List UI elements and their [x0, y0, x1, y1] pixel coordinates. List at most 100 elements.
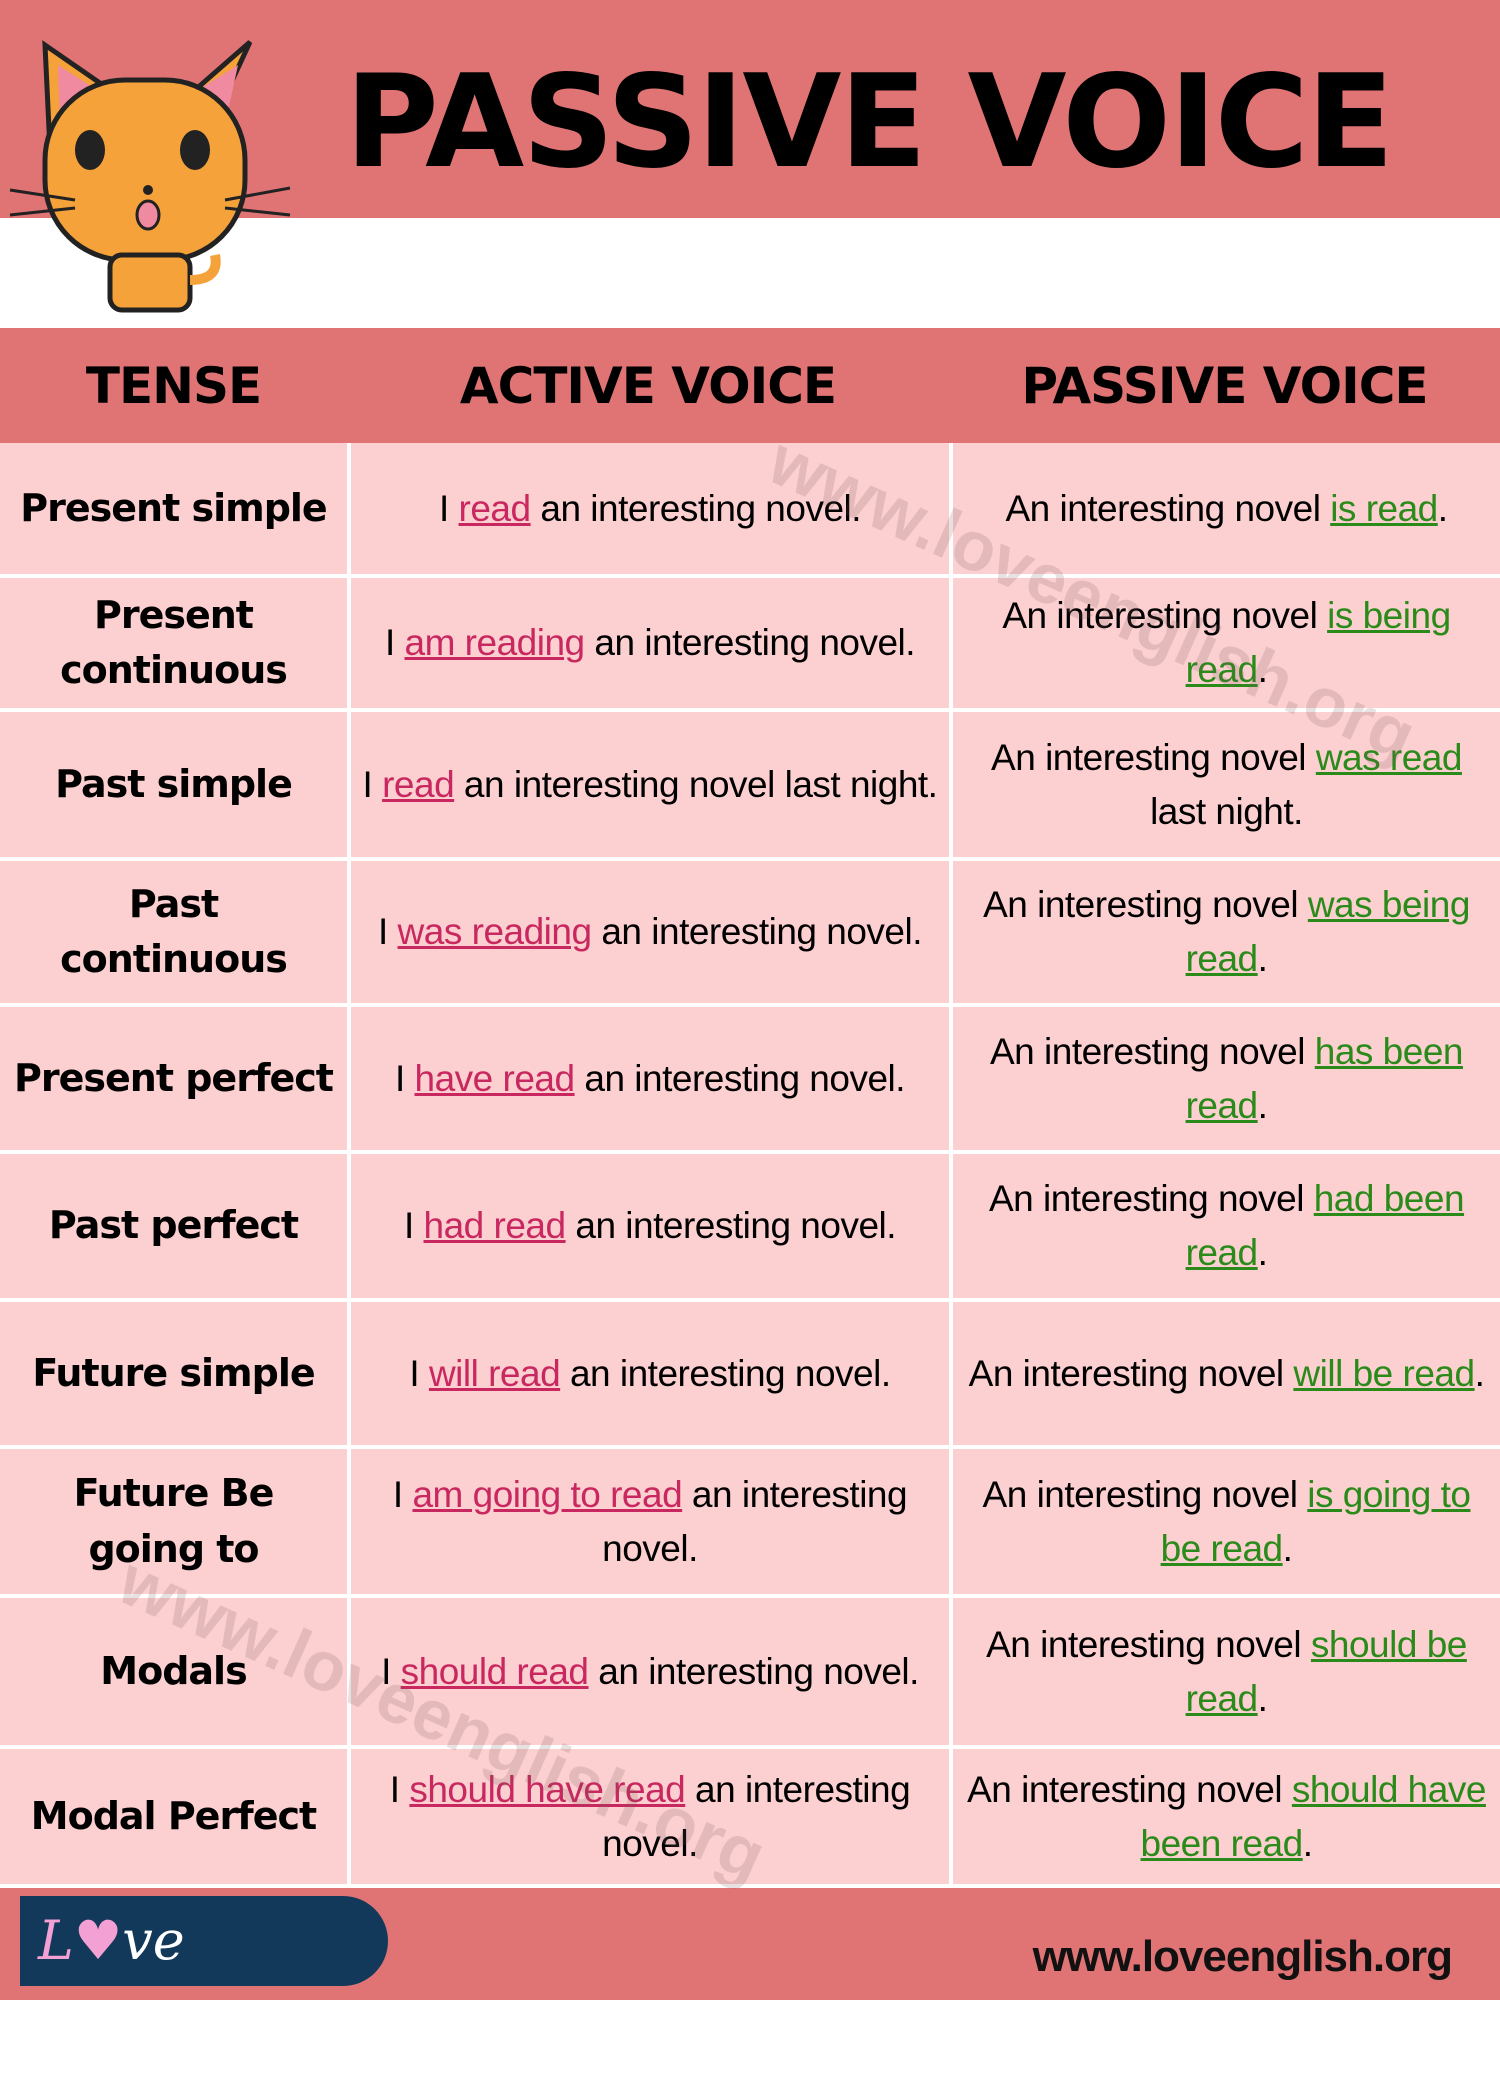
passive-text: An interesting novel: [968, 1352, 1294, 1394]
active-cell: I read an interesting novel last night.: [347, 712, 949, 857]
table-row: Past perfect I had read an interesting no…: [0, 1150, 1500, 1298]
active-text: an interesting novel.: [530, 487, 862, 529]
passive-cell: An interesting novel should have been re…: [949, 1749, 1500, 1884]
passive-text: .: [1257, 649, 1268, 690]
passive-text: .: [1257, 938, 1268, 979]
tense-table: Present simple I read an interesting nove…: [0, 443, 1500, 1884]
active-cell: I am going to read an interesting novel.: [347, 1449, 949, 1594]
tense-cell: Past simple: [0, 712, 347, 857]
active-sentence: I will read an interesting novel.: [409, 1347, 891, 1401]
tense-cell: Present simple: [0, 443, 347, 574]
active-text: I: [403, 1205, 424, 1247]
table-row: Future simple I will read an interesting …: [0, 1298, 1500, 1445]
active-verb-highlight: am reading: [404, 622, 586, 664]
passive-text: An interesting novel: [982, 1473, 1308, 1515]
active-sentence: I read an interesting novel last night.: [363, 758, 938, 812]
cat-mascot-icon: [9, 40, 291, 313]
active-cell: I should read an interesting novel.: [347, 1598, 949, 1745]
tense-cell: Modal Perfect: [0, 1749, 347, 1884]
header-tense: TENSE: [85, 356, 262, 415]
passive-text: An interesting novel: [989, 1030, 1315, 1072]
table-row: Present continuous I am reading an intere…: [0, 574, 1500, 708]
active-sentence: I was reading an interesting novel.: [377, 905, 923, 959]
passive-text: .: [1257, 1084, 1268, 1126]
active-sentence: I have read an interesting novel.: [394, 1052, 906, 1106]
passive-cell: An interesting novel is read.: [949, 443, 1500, 574]
active-text: I: [409, 1352, 429, 1394]
passive-sentence: An interesting novel had been read.: [963, 1172, 1490, 1279]
passive-text: .: [1257, 1232, 1268, 1273]
header-passive: PASSIVE VOICE: [1021, 356, 1428, 415]
passive-text: An interesting novel: [983, 884, 1308, 926]
passive-cell: An interesting novel was read last night…: [949, 712, 1500, 857]
passive-text: An interesting novel: [986, 1623, 1311, 1665]
active-cell: I have read an interesting novel.: [347, 1007, 949, 1150]
passive-sentence: An interesting novel is being read.: [963, 589, 1490, 696]
active-verb-highlight: have read: [414, 1057, 576, 1099]
active-text: I: [377, 911, 398, 953]
passive-verb-highlight: will be read: [1293, 1352, 1475, 1394]
active-text: I: [392, 1473, 413, 1515]
active-cell: I am reading an interesting novel.: [347, 578, 949, 708]
active-verb-highlight: read: [382, 763, 455, 805]
active-verb-highlight: was reading: [397, 911, 593, 953]
tense-cell: Future Be going to: [0, 1449, 347, 1594]
header-active: ACTIVE VOICE: [459, 356, 837, 415]
passive-sentence: An interesting novel was read last night…: [963, 731, 1490, 838]
active-verb-highlight: should read: [400, 1650, 589, 1692]
active-text: an interesting novel.: [602, 1768, 911, 1864]
tense-cell: Future simple: [0, 1302, 347, 1445]
tense-cell: Past perfect: [0, 1154, 347, 1298]
active-text: I: [438, 487, 459, 529]
passive-verb-highlight: is being read: [1185, 595, 1452, 690]
passive-sentence: An interesting novel was being read.: [963, 878, 1490, 985]
active-verb-highlight: had read: [423, 1205, 567, 1247]
active-text: an interesting novel.: [591, 911, 922, 953]
passive-verb-highlight: was being read: [1185, 884, 1471, 979]
passive-text: last night.: [1150, 790, 1303, 832]
active-cell: I should have read an interesting novel.: [347, 1749, 949, 1884]
passive-sentence: An interesting novel will be read.: [969, 1347, 1485, 1401]
passive-text: An interesting novel: [988, 1178, 1314, 1220]
tense-cell: Modals: [0, 1598, 347, 1745]
footer-url: www.loveenglish.org: [1032, 1932, 1453, 1981]
passive-verb-highlight: should have been read: [1140, 1768, 1487, 1864]
active-sentence: I should have read an interesting novel.: [361, 1763, 939, 1870]
passive-text: .: [1474, 1352, 1485, 1394]
table-row: Modal Perfect I should have read an inter…: [0, 1745, 1500, 1884]
table-row: Present perfect I have read an interestin…: [0, 1003, 1500, 1150]
passive-sentence: An interesting novel has been read.: [963, 1025, 1490, 1132]
active-text: an interesting novel.: [602, 1473, 908, 1569]
passive-cell: An interesting novel should be read.: [949, 1598, 1500, 1745]
active-sentence: I read an interesting novel.: [438, 482, 862, 536]
passive-verb-highlight: is read: [1330, 487, 1438, 529]
active-cell: I read an interesting novel.: [347, 443, 949, 574]
active-cell: I was reading an interesting novel.: [347, 861, 949, 1003]
active-text: an interesting novel.: [588, 1650, 919, 1692]
active-text: I: [389, 1768, 410, 1810]
active-verb-highlight: am going to read: [412, 1473, 683, 1515]
passive-cell: An interesting novel is being read.: [949, 578, 1500, 708]
active-verb-highlight: will read: [428, 1352, 561, 1394]
active-text: an interesting novel last night.: [454, 763, 938, 805]
passive-verb-highlight: has been read: [1185, 1030, 1464, 1126]
passive-sentence: An interesting novel is going to be read…: [963, 1468, 1490, 1575]
passive-cell: An interesting novel is going to be read…: [949, 1449, 1500, 1594]
active-text: I: [381, 1650, 401, 1692]
table-row: Present simple I read an interesting nove…: [0, 443, 1500, 574]
passive-text: An interesting novel: [967, 1768, 1292, 1810]
tense-cell: Present continuous: [0, 578, 347, 708]
active-sentence: I should read an interesting novel.: [381, 1645, 919, 1699]
passive-verb-highlight: is going to be read: [1160, 1473, 1471, 1569]
passive-text: .: [1282, 1527, 1293, 1569]
table-header: TENSE ACTIVE VOICE PASSIVE VOICE: [0, 328, 1500, 443]
title-banner: [0, 0, 1500, 218]
active-text: an interesting novel.: [584, 622, 916, 664]
active-text: I: [394, 1057, 415, 1099]
passive-cell: An interesting novel will be read.: [949, 1302, 1500, 1445]
passive-verb-highlight: should be read: [1185, 1623, 1468, 1719]
active-sentence: I am reading an interesting novel.: [385, 616, 916, 670]
active-cell: I will read an interesting novel.: [347, 1302, 949, 1445]
passive-sentence: An interesting novel should have been re…: [963, 1763, 1490, 1870]
tense-cell: Past continuous: [0, 861, 347, 1003]
